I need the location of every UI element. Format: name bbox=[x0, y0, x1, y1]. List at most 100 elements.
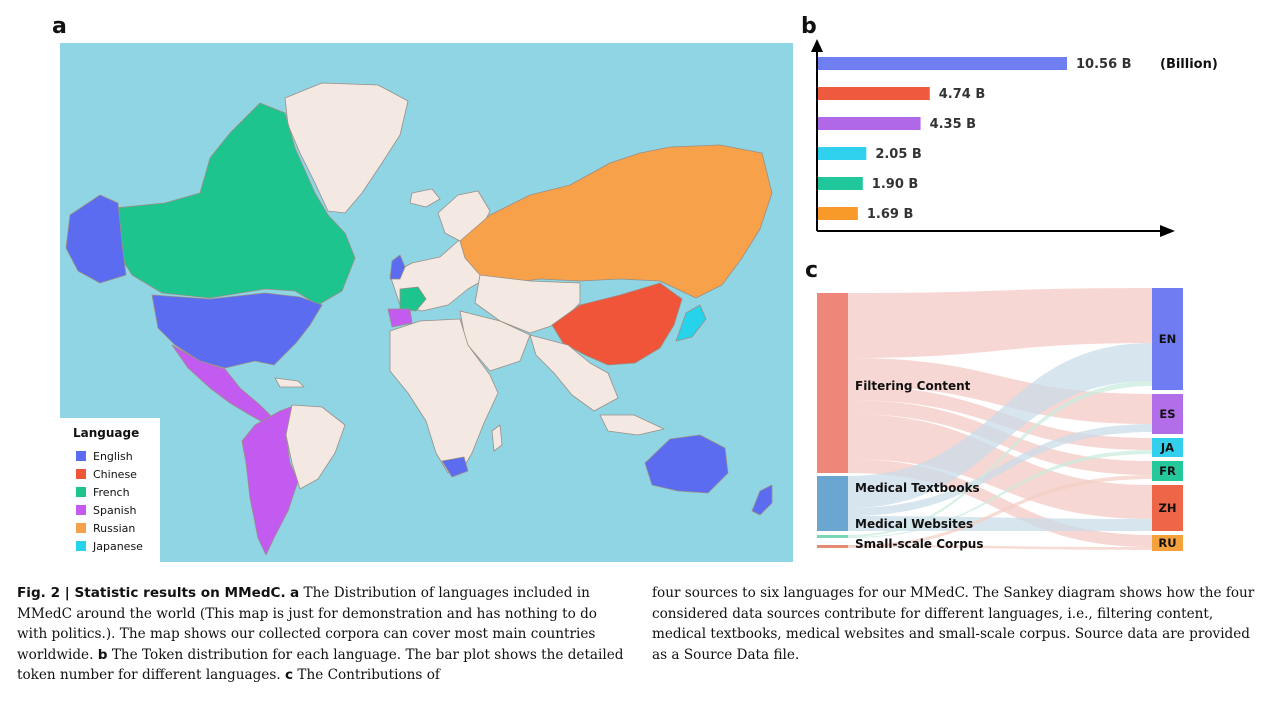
legend-swatch-russian bbox=[76, 523, 86, 533]
bar-chinese bbox=[818, 87, 930, 100]
panel-label-c: c bbox=[805, 258, 819, 283]
sankey-target-label: FR bbox=[1159, 464, 1176, 478]
greenland bbox=[284, 82, 409, 214]
bar-group: 10.56 B (Billion) 4.74 B 4.35 B 2.05 B 1.90 B… bbox=[818, 57, 1218, 222]
spain bbox=[387, 308, 413, 328]
world-map bbox=[60, 43, 793, 562]
legend-label-spanish: Spanish bbox=[93, 503, 137, 517]
sankey-target-node bbox=[1152, 535, 1183, 551]
sankey-target-node bbox=[1152, 461, 1183, 481]
bar-x-axis-arrow bbox=[1160, 225, 1175, 237]
sankey-target-label: ZH bbox=[1159, 501, 1177, 515]
legend-label-chinese: Chinese bbox=[93, 467, 137, 481]
sankey-source-node bbox=[817, 545, 848, 548]
sankey-source-label: Medical Textbooks bbox=[855, 481, 980, 495]
france bbox=[399, 286, 427, 312]
sankey-flow bbox=[848, 343, 1152, 508]
token-bar-chart: 10.56 B (Billion) 4.74 B 4.35 B 2.05 B 1.90 B… bbox=[811, 39, 1218, 237]
sankey-target-node bbox=[1152, 394, 1183, 434]
usa bbox=[151, 292, 323, 369]
sankey-target-label: JA bbox=[1160, 441, 1174, 455]
africa bbox=[389, 318, 499, 474]
bar-value-label: 2.05 B bbox=[875, 147, 922, 162]
legend-swatch-chinese bbox=[76, 469, 86, 479]
sankey-source-node bbox=[817, 476, 848, 531]
alaska bbox=[65, 194, 127, 284]
bar-unit-label: (Billion) bbox=[1160, 57, 1218, 72]
sankey-flow bbox=[848, 459, 1152, 547]
sankey-flows bbox=[848, 288, 1152, 550]
sankey-flow bbox=[848, 450, 1152, 538]
panel-label-b: b bbox=[801, 14, 817, 39]
sankey-flow bbox=[848, 475, 1152, 548]
caption-label-a: a bbox=[290, 585, 300, 601]
china bbox=[551, 282, 683, 366]
legend-item-spanish: Spanish bbox=[76, 503, 136, 517]
legend-swatch-spanish bbox=[76, 505, 86, 515]
bar-french bbox=[818, 177, 863, 190]
caribbean bbox=[274, 377, 305, 388]
iceland bbox=[409, 188, 441, 208]
legend-title: Language bbox=[73, 426, 140, 440]
bar-value-label: 1.69 B bbox=[867, 207, 914, 222]
legend-item-english: English bbox=[76, 449, 133, 463]
sankey-target-node bbox=[1152, 438, 1183, 457]
south-africa bbox=[441, 456, 469, 478]
sankey-target-label: EN bbox=[1159, 332, 1176, 346]
sankey-flow bbox=[848, 545, 1152, 550]
bar-japanese bbox=[818, 147, 867, 160]
legend-label-japanese: Japanese bbox=[93, 539, 143, 553]
sankey-source-node bbox=[817, 535, 848, 538]
legend-swatch-english bbox=[76, 451, 86, 461]
legend-item-french: French bbox=[76, 485, 130, 499]
bar-value-label: 4.74 B bbox=[939, 87, 986, 102]
caption-label-c: c bbox=[284, 667, 294, 683]
legend-label-french: French bbox=[93, 485, 130, 499]
brazil bbox=[285, 404, 346, 490]
caption-text-b: The Token distribution for each language… bbox=[17, 646, 624, 684]
legend-label-russian: Russian bbox=[93, 521, 136, 535]
sankey-source-label: Small-scale Corpus bbox=[855, 537, 983, 551]
madagascar bbox=[491, 424, 503, 452]
bar-spanish bbox=[818, 117, 921, 130]
canada bbox=[114, 102, 356, 306]
sankey-source-node bbox=[817, 293, 848, 473]
sankey-source-label: Medical Websites bbox=[855, 517, 973, 531]
sankey-target-label: ES bbox=[1159, 407, 1175, 421]
japan bbox=[675, 304, 707, 342]
sankey-nodes: Filtering Content Medical Textbooks Medica… bbox=[817, 288, 1183, 551]
bar-y-axis-arrow bbox=[811, 39, 823, 52]
sankey-target-node bbox=[1152, 485, 1183, 531]
legend-item-chinese: Chinese bbox=[76, 467, 137, 481]
indonesia bbox=[599, 414, 665, 436]
bar-value-label: 1.90 B bbox=[872, 177, 919, 192]
sankey-source-label: Filtering Content bbox=[855, 379, 971, 393]
sankey-flow bbox=[848, 358, 1152, 424]
caption-text-c: The Contributions of bbox=[297, 667, 440, 683]
sankey-diagram: Filtering Content Medical Textbooks Medica… bbox=[817, 288, 1183, 551]
legend-label-english: English bbox=[93, 449, 133, 463]
bar-axes bbox=[811, 39, 1175, 237]
world-map-svg bbox=[60, 43, 793, 562]
bar-value-label: 4.35 B bbox=[930, 117, 977, 132]
bar-english bbox=[818, 57, 1067, 70]
sankey-flow bbox=[848, 424, 1152, 516]
sankey-flow bbox=[848, 381, 1152, 537]
bar-value-label: 10.56 B bbox=[1076, 57, 1132, 72]
legend-item-russian: Russian bbox=[76, 521, 135, 535]
figure-caption-right: four sources to six languages for our MM… bbox=[652, 583, 1264, 665]
panel-label-a: a bbox=[52, 14, 67, 39]
sankey-target-node bbox=[1152, 288, 1183, 390]
legend-item-japanese: Japanese bbox=[76, 539, 143, 553]
new-zealand bbox=[751, 484, 773, 516]
caption-fig-title: Fig. 2 | Statistic results on MMedC. bbox=[17, 585, 286, 601]
map-legend: Language English Chinese French Spanish … bbox=[60, 418, 160, 562]
legend-swatch-french bbox=[76, 487, 86, 497]
sankey-target-label: RU bbox=[1158, 536, 1176, 550]
caption-label-b: b bbox=[97, 646, 108, 663]
legend-swatch-japanese bbox=[76, 541, 86, 551]
india-se-asia bbox=[529, 334, 619, 412]
caption-text-right: four sources to six languages for our MM… bbox=[652, 585, 1255, 663]
uk bbox=[389, 254, 406, 280]
bar-russian bbox=[818, 207, 858, 220]
